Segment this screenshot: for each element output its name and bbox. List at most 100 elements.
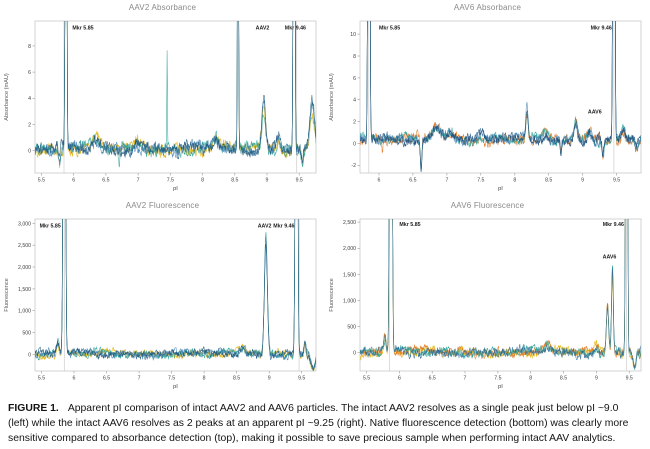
x-tick-label: 8.5 bbox=[545, 178, 552, 184]
x-tick-label: 7.5 bbox=[477, 178, 484, 184]
x-tick-label: 6.5 bbox=[409, 178, 416, 184]
x-tick-label: 8 bbox=[203, 376, 206, 382]
chart-title-aav2-absorbance: AAV2 Absorbance bbox=[128, 3, 197, 12]
annotation: Mkr 5.85 bbox=[399, 222, 420, 228]
y-tick-label: 8 bbox=[353, 54, 356, 60]
y-tick-label: 0 bbox=[353, 351, 356, 357]
x-tick-label: 5.5 bbox=[363, 376, 370, 382]
x-tick-label: 9.5 bbox=[626, 376, 633, 382]
annotation: AAV6 bbox=[603, 255, 617, 261]
aav2-fluorescence-plot: 5.5 6 6.5 7 7.5 8 8.5 9 9.5 0 500 1,000 1,500 2,000 2,… bbox=[4, 218, 317, 390]
trace-series-2 bbox=[360, 21, 641, 172]
traces bbox=[360, 21, 641, 172]
y-tick-label: 2,000 bbox=[343, 246, 356, 252]
x-tick-label: 8.5 bbox=[231, 178, 238, 184]
y-tick-label: 8 bbox=[28, 44, 31, 50]
x-tick-label: 9 bbox=[268, 376, 271, 382]
x-tick-label: 8 bbox=[513, 178, 516, 184]
x-tick-label: 9.5 bbox=[298, 376, 305, 382]
x-tick-label: 7 bbox=[445, 178, 448, 184]
charts-grid: AAV2 Absorbance 5.5 6 6.5 7 7.5 8 8.5 9 9.5 0 2 4 6 8… bbox=[4, 0, 650, 396]
y-tick-label: 2 bbox=[28, 122, 31, 128]
figure-caption: FIGURE 1. Apparent pI comparison of intac… bbox=[8, 402, 640, 446]
y-tick-label: 6 bbox=[353, 76, 356, 82]
x-tick-label: 5.5 bbox=[38, 178, 45, 184]
x-tick-label: 7 bbox=[138, 376, 141, 382]
x-axis-label: pI bbox=[173, 384, 178, 390]
trace-series-3 bbox=[360, 21, 641, 172]
aav6-absorbance-plot: 6 6.5 7 7.5 8 8.5 9 9.5 -2 0 2 4 6 8 10 pI Absorbance (m… bbox=[329, 20, 642, 192]
x-axis-label: pI bbox=[498, 186, 503, 192]
annotation: Mkr 9.46 bbox=[591, 26, 612, 32]
x-tick-label: 6 bbox=[72, 178, 75, 184]
y-tick-label: 2 bbox=[353, 120, 356, 126]
x-tick-label: 9 bbox=[595, 376, 598, 382]
x-tick-label: 6 bbox=[398, 376, 401, 382]
y-tick-label: 4 bbox=[28, 96, 31, 102]
annotation: AAV2 bbox=[258, 224, 272, 230]
chart-title-aav2-fluorescence: AAV2 Fluorescence bbox=[125, 201, 200, 210]
annotation: Mkr 5.85 bbox=[379, 26, 400, 32]
x-tick-label: 7 bbox=[464, 376, 467, 382]
aav2-absorbance-plot: 5.5 6 6.5 7 7.5 8 8.5 9 9.5 0 2 4 6 8 pI Absorbance (mA… bbox=[4, 20, 317, 192]
y-tick-label: -2 bbox=[351, 163, 356, 169]
chart-title-aav6-fluorescence: AAV6 Fluorescence bbox=[450, 201, 525, 210]
y-tick-label: 500 bbox=[22, 331, 31, 337]
x-tick-label: 8 bbox=[529, 376, 532, 382]
x-tick-label: 9 bbox=[266, 178, 269, 184]
y-tick-label: 0 bbox=[28, 352, 31, 358]
x-tick-label: 7 bbox=[137, 178, 140, 184]
x-tick-label: 7.5 bbox=[168, 376, 175, 382]
y-tick-label: 1,000 bbox=[18, 309, 31, 315]
traces bbox=[360, 219, 641, 371]
aav6-fluorescence-plot: 5.5 6 6.5 7 7.5 8 8.5 9 9.5 0 500 1,000 1,500 2,000 2,… bbox=[329, 218, 642, 390]
x-tick-label: 7.5 bbox=[494, 376, 501, 382]
trace-series-3 bbox=[35, 21, 316, 163]
x-tick-label: 7.5 bbox=[167, 178, 174, 184]
x-tick-label: 6.5 bbox=[102, 178, 109, 184]
x-tick-label: 8.5 bbox=[233, 376, 240, 382]
annotation: Mkr 5.85 bbox=[72, 26, 93, 32]
x-tick-label: 9.5 bbox=[296, 178, 303, 184]
caption-text: Apparent pI comparison of intact AAV2 an… bbox=[8, 403, 629, 444]
y-tick-label: 4 bbox=[353, 98, 356, 104]
y-tick-label: 2,500 bbox=[18, 243, 31, 249]
x-tick-label: 9.5 bbox=[613, 178, 620, 184]
x-tick-label: 6.5 bbox=[103, 376, 110, 382]
annotation: Mkr 5.85 bbox=[40, 224, 61, 230]
chart-title-aav6-absorbance: AAV6 Absorbance bbox=[453, 3, 522, 12]
chart-aav6-fluorescence: AAV6 Fluorescence 5.5 6 6.5 7 7.5 8 8.5 9 9.5 0 50… bbox=[325, 198, 650, 396]
annotation: Mkr 9.46 bbox=[285, 26, 306, 32]
y-tick-label: 2,000 bbox=[18, 265, 31, 271]
y-tick-label: 3,000 bbox=[18, 221, 31, 227]
chart-aav6-absorbance: AAV6 Absorbance 6 6.5 7 7.5 8 8.5 9 9.5 -2 0 2 4 6 8 1… bbox=[325, 0, 650, 198]
y-tick-label: 1,000 bbox=[343, 298, 356, 304]
y-axis-label: Fluorescence bbox=[4, 278, 10, 312]
y-axis-label: Fluorescence bbox=[329, 278, 335, 312]
annotation: Mkr 9.46 bbox=[273, 224, 294, 230]
x-tick-label: 6 bbox=[378, 178, 381, 184]
x-tick-label: 9 bbox=[581, 178, 584, 184]
x-tick-label: 5.5 bbox=[38, 376, 45, 382]
x-tick-label: 8.5 bbox=[560, 376, 567, 382]
y-tick-label: 10 bbox=[350, 32, 356, 38]
trace-series-3 bbox=[360, 219, 641, 369]
caption-label: FIGURE 1. bbox=[8, 403, 59, 414]
x-axis-label: pI bbox=[498, 384, 503, 390]
y-tick-label: 0 bbox=[28, 149, 31, 155]
y-tick-label: 500 bbox=[347, 325, 356, 331]
y-tick-label: 1,500 bbox=[18, 287, 31, 293]
annotation: Mkr 9.46 bbox=[603, 222, 624, 228]
x-tick-label: 6 bbox=[73, 376, 76, 382]
traces bbox=[35, 21, 316, 169]
trace-series-2 bbox=[360, 219, 641, 371]
y-tick-label: 6 bbox=[28, 70, 31, 76]
trace-series-0 bbox=[35, 21, 316, 169]
x-axis-label: pI bbox=[173, 186, 178, 192]
traces bbox=[35, 219, 316, 371]
x-tick-label: 8 bbox=[201, 178, 204, 184]
trace-series-3 bbox=[35, 219, 316, 371]
y-tick-label: 2,500 bbox=[343, 220, 356, 226]
y-axis-label: Absorbance (mAU) bbox=[4, 73, 10, 121]
